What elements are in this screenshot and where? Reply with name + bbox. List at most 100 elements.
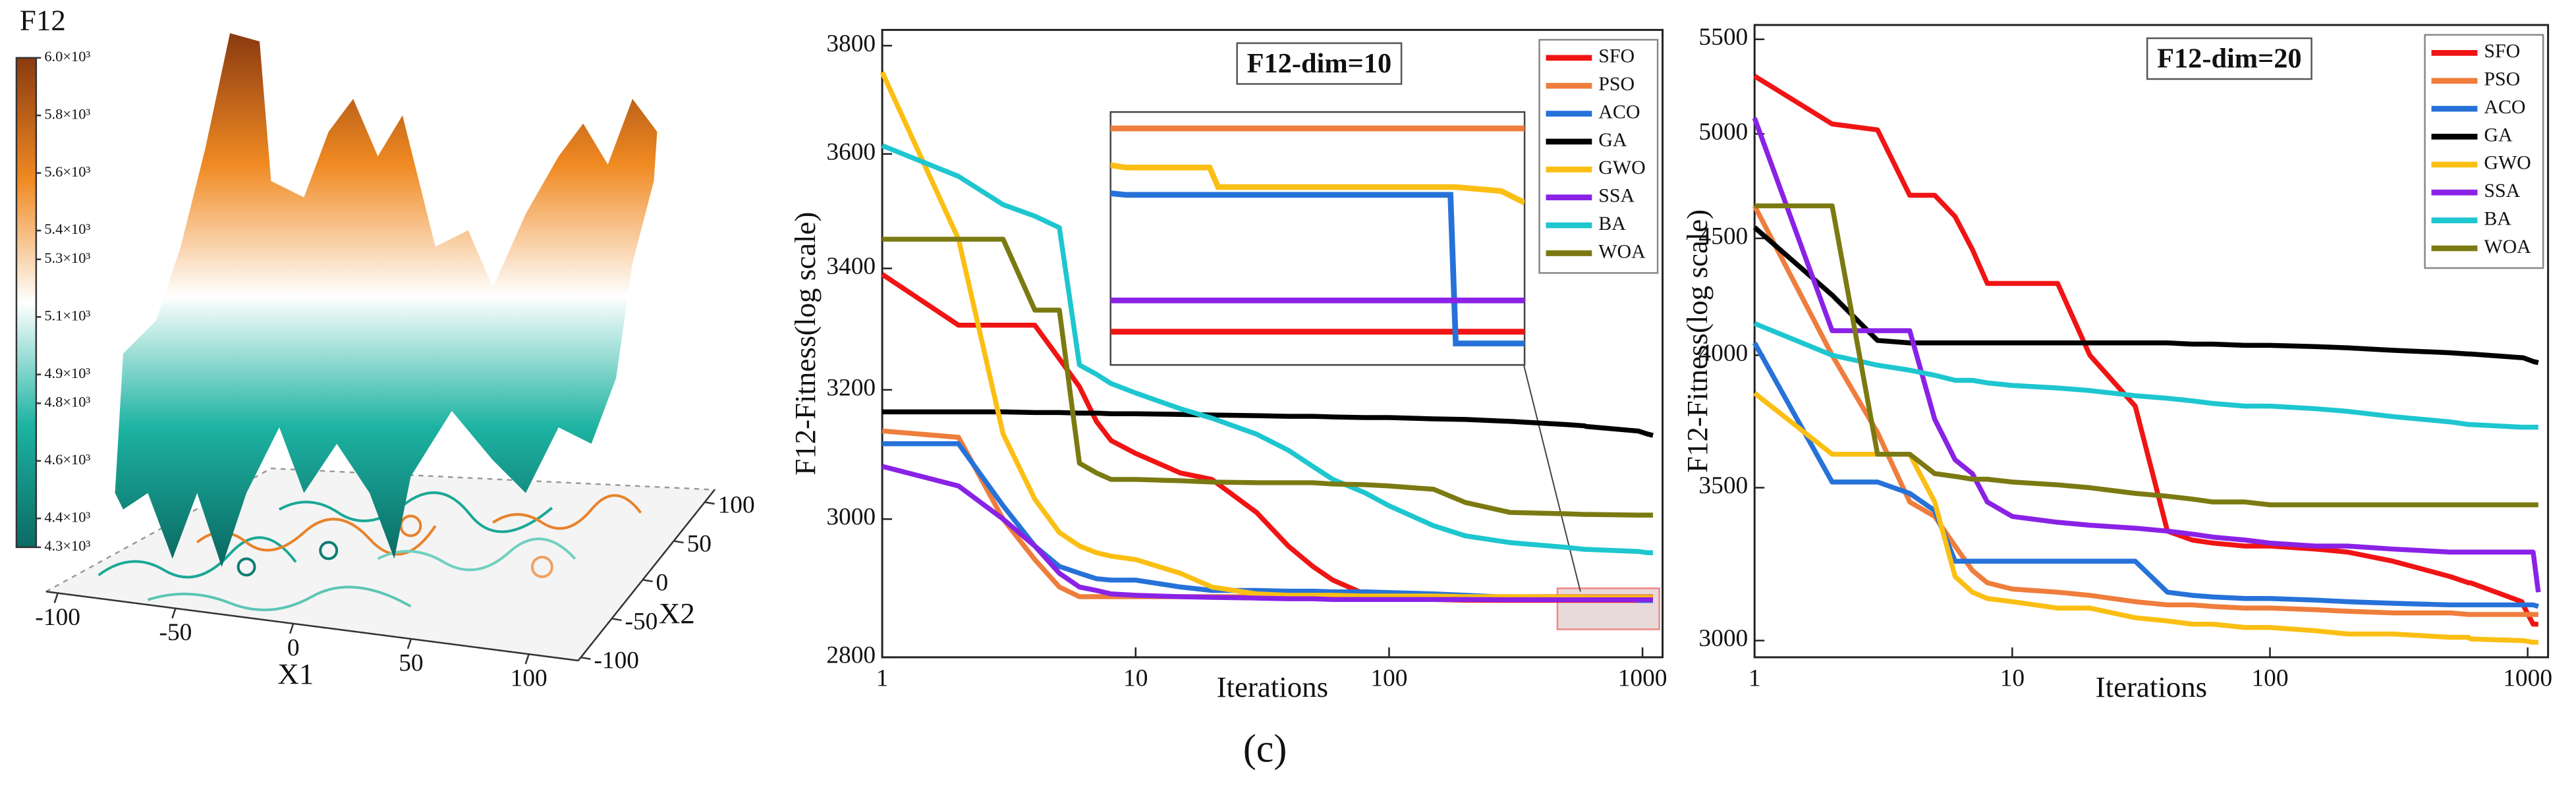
x1-tick-label: -50 bbox=[159, 619, 192, 646]
legend-label: GWO bbox=[2484, 152, 2531, 174]
x1-label: X1 bbox=[277, 657, 314, 690]
y-tick-label: 3500 bbox=[1698, 472, 1748, 499]
x2-tick bbox=[642, 579, 653, 583]
legend-label: GA bbox=[1598, 129, 1627, 151]
legend-label: ACO bbox=[1598, 101, 1640, 122]
x-tick-label: 1 bbox=[876, 665, 889, 692]
colorbar-label: 5.1×10³ bbox=[44, 307, 90, 323]
x2-tick-label: 100 bbox=[718, 492, 755, 519]
x1-tick bbox=[289, 623, 294, 634]
legend-label: BA bbox=[1598, 213, 1626, 234]
y-tick-label: 3200 bbox=[826, 374, 876, 401]
colorbar-label: 4.4×10³ bbox=[44, 508, 90, 525]
legend-label: PSO bbox=[1598, 73, 1635, 95]
x-tick-label: 1 bbox=[1749, 665, 1761, 692]
title-box bbox=[1236, 42, 1403, 85]
colorbar-label: 5.8×10³ bbox=[44, 105, 90, 122]
y-axis-label: F12-Fitness(log scale) bbox=[1681, 209, 1714, 473]
colorbar-label: 5.4×10³ bbox=[44, 221, 90, 237]
legend-label: GA bbox=[2484, 124, 2513, 146]
colorbar-label: 4.9×10³ bbox=[44, 365, 90, 381]
x2-tick-label: -100 bbox=[594, 647, 639, 674]
x-axis-label: Iterations bbox=[2096, 670, 2207, 703]
x-axis-label: Iterations bbox=[1217, 670, 1328, 703]
legend-label: GWO bbox=[1598, 157, 1645, 178]
x1-tick-label: 100 bbox=[511, 665, 547, 692]
series-line bbox=[881, 143, 1654, 556]
x1-tick bbox=[524, 653, 530, 665]
colorbar bbox=[15, 57, 38, 549]
plot-frame bbox=[881, 28, 1664, 659]
colorbar-label: 4.6×10³ bbox=[44, 451, 90, 468]
y-tick-label: 2800 bbox=[826, 642, 876, 669]
surface bbox=[115, 33, 658, 567]
legend-label: SFO bbox=[1598, 45, 1635, 67]
y-tick-label: 4500 bbox=[1698, 223, 1748, 250]
series-line bbox=[1752, 391, 2538, 645]
y-tick-label: 5500 bbox=[1698, 24, 1748, 51]
caption: (c) bbox=[1243, 726, 1287, 770]
legend-label: SFO bbox=[2484, 40, 2520, 62]
inset-frame bbox=[1109, 111, 1526, 366]
legend-box bbox=[1538, 39, 1659, 274]
legend-label: PSO bbox=[2484, 68, 2520, 90]
x2-label: X2 bbox=[659, 597, 695, 630]
legend-label: WOA bbox=[1598, 240, 1646, 262]
colorbar-label: 4.8×10³ bbox=[44, 394, 90, 410]
legend-label: SSA bbox=[1598, 185, 1635, 207]
inset-line bbox=[1110, 329, 1525, 335]
x2-axis bbox=[577, 489, 715, 661]
x1-tick-label: 0 bbox=[287, 634, 300, 661]
x-tick-label: 10 bbox=[1123, 665, 1148, 692]
series-line bbox=[1752, 204, 2538, 617]
x2-tick-label: 50 bbox=[687, 530, 712, 557]
x2-tick bbox=[611, 618, 622, 622]
legend-label: SSA bbox=[2484, 180, 2520, 202]
series-line bbox=[1752, 117, 2541, 593]
y-tick-label: 3000 bbox=[1698, 625, 1748, 652]
x1-tick bbox=[53, 593, 59, 603]
x1-tick bbox=[171, 608, 177, 619]
inset bbox=[1110, 125, 1525, 346]
x2-tick bbox=[704, 501, 715, 505]
chart-title: F12-dim=20 bbox=[2157, 43, 2302, 74]
y-tick-label: 3400 bbox=[826, 253, 876, 280]
title-box bbox=[2146, 37, 2312, 80]
series-line bbox=[882, 236, 1654, 518]
legend-label: ACO bbox=[2484, 96, 2525, 118]
x1-tick-label: -100 bbox=[35, 604, 80, 631]
y-tick-label: 4000 bbox=[1698, 340, 1748, 367]
x1-axis bbox=[45, 590, 578, 662]
y-tick-label: 3600 bbox=[826, 138, 876, 165]
y-axis-label: F12-Fitness(log scale) bbox=[789, 212, 822, 476]
y-tick-label: 3000 bbox=[826, 504, 876, 531]
colorbar-label: 5.6×10³ bbox=[44, 163, 90, 180]
inset-line bbox=[1110, 162, 1525, 205]
series-line bbox=[882, 464, 1654, 603]
x2-tick-label: -50 bbox=[625, 608, 658, 635]
legend-label: BA bbox=[2484, 208, 2511, 230]
x-tick-label: 1000 bbox=[1618, 665, 1667, 692]
colorbar-label: 4.3×10³ bbox=[44, 537, 90, 554]
legend-label: WOA bbox=[2484, 236, 2531, 258]
series-line bbox=[1753, 321, 2538, 430]
x1-tick-label: 50 bbox=[399, 650, 423, 677]
series-line bbox=[1752, 225, 2539, 366]
series-line bbox=[1754, 203, 2538, 508]
surface-title: F12 bbox=[20, 4, 66, 37]
x-tick-label: 100 bbox=[1370, 665, 1407, 692]
zoom-arrow bbox=[1514, 329, 1581, 592]
colorbar-label: 5.3×10³ bbox=[44, 250, 90, 266]
series-line bbox=[882, 409, 1654, 438]
inset-line bbox=[1110, 190, 1525, 346]
inset-line bbox=[1110, 297, 1525, 304]
series-line bbox=[1753, 74, 2538, 627]
x2-tick bbox=[580, 657, 591, 660]
x-tick-label: 10 bbox=[2000, 665, 2025, 692]
x2-tick bbox=[673, 540, 684, 544]
colorbar-label: 6.0×10³ bbox=[44, 48, 90, 65]
inset-line bbox=[1110, 125, 1525, 132]
chart-title: F12-dim=10 bbox=[1247, 48, 1392, 79]
plot-frame bbox=[1753, 24, 2550, 659]
